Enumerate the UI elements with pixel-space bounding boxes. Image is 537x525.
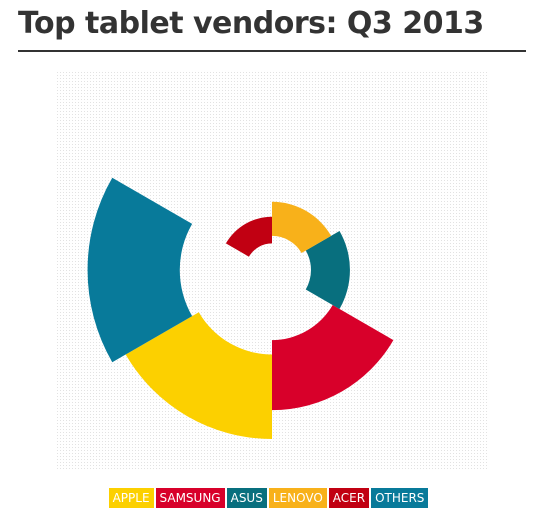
chart (57, 70, 488, 470)
legend-item: APPLE (108, 488, 154, 508)
sector (87, 177, 193, 363)
sector (225, 216, 272, 257)
title-rule (18, 50, 526, 52)
chart-title: Top tablet vendors: Q3 2013 (18, 6, 484, 41)
legend-item: OTHERS (371, 488, 429, 508)
sector (272, 305, 394, 411)
legend-item: LENOVO (268, 488, 327, 508)
legend-item: SAMSUNG (155, 488, 225, 508)
legend: APPLE SAMSUNG ASUS LENOVO ACER OTHERS (0, 488, 537, 508)
legend-item: ACER (328, 488, 370, 508)
sector (272, 201, 332, 253)
sector (125, 312, 273, 439)
sector (305, 231, 350, 309)
legend-item: ASUS (226, 488, 267, 508)
